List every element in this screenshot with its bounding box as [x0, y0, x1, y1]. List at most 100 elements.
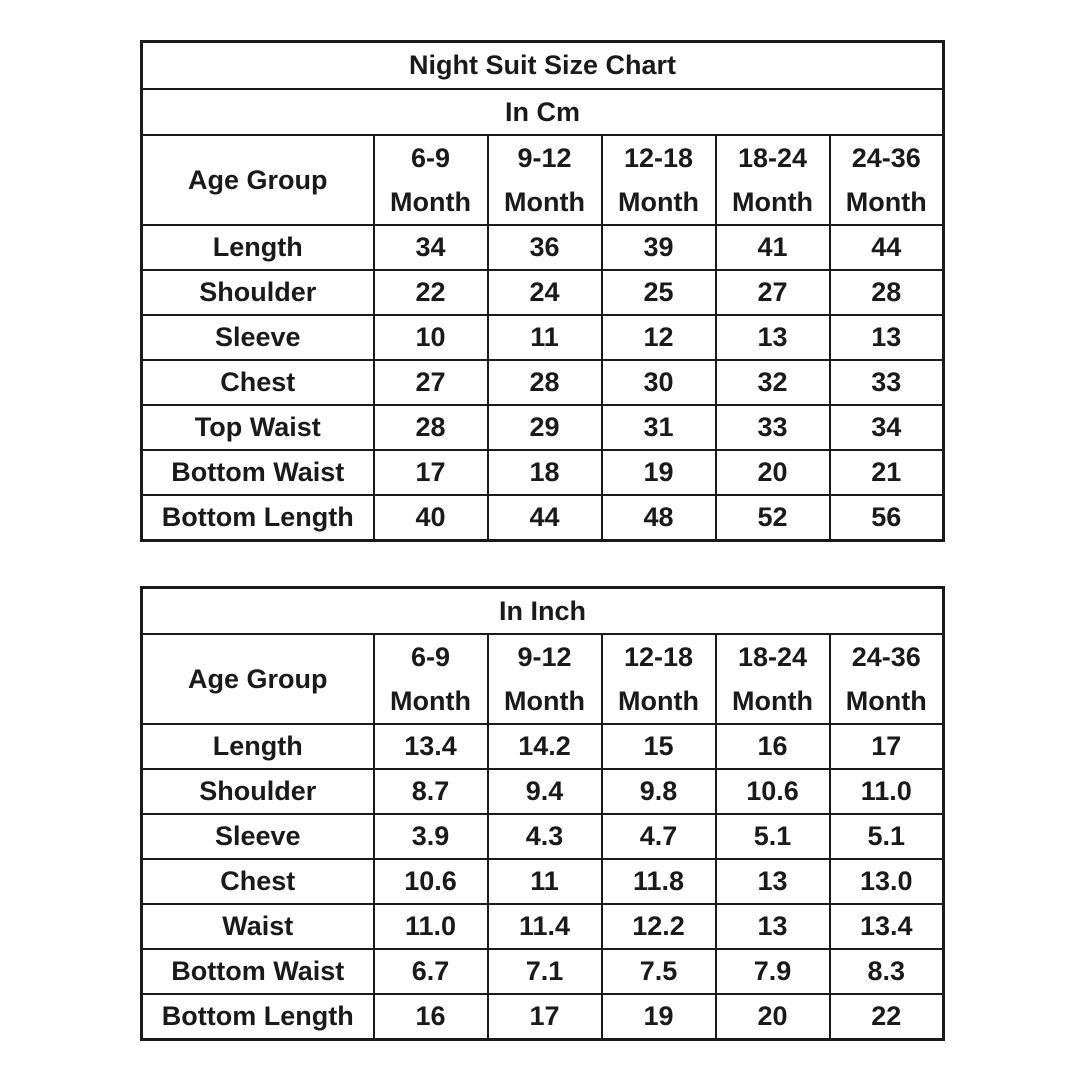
column-header: 9-12 Month: [486, 633, 603, 725]
age-range: 18-24: [737, 143, 808, 173]
table-row: Length 13.4 14.2 15 16 17: [140, 723, 945, 770]
column-header: 9-12 Month: [486, 134, 603, 226]
table-cell: 32: [714, 359, 831, 406]
table-cell: 4.3: [486, 813, 603, 860]
table-row: Bottom Waist 17 18 19 20 21: [140, 449, 945, 496]
table-cell: 52: [714, 494, 831, 542]
table-cell: 15: [600, 723, 717, 770]
table-cell: 13.4: [372, 723, 489, 770]
table-cell: 33: [714, 404, 831, 451]
table-cell: 56: [828, 494, 945, 542]
table-row: Waist 11.0 11.4 12.2 13 13.4: [140, 903, 945, 950]
table-cell: 17: [486, 993, 603, 1041]
table-row: Sleeve 10 11 12 13 13: [140, 314, 945, 361]
table-cell: 27: [714, 269, 831, 316]
table-cell: 12.2: [600, 903, 717, 950]
table-cell: 10.6: [714, 768, 831, 815]
age-range: 12-18: [623, 642, 694, 672]
table-cell: 19: [600, 993, 717, 1041]
table-cell: 17: [372, 449, 489, 496]
table-cell: 36: [486, 224, 603, 271]
table-cell: 44: [828, 224, 945, 271]
age-range: 24-36: [851, 642, 921, 672]
table-cell: 13.0: [828, 858, 945, 905]
age-unit: Month: [504, 686, 585, 716]
age-range: 24-36: [851, 143, 921, 173]
row-label: Waist: [140, 903, 375, 950]
row-label: Shoulder: [140, 269, 375, 316]
table-cell: 29: [486, 404, 603, 451]
table-cell: 20: [714, 449, 831, 496]
column-header: 6-9 Month: [372, 134, 489, 226]
row-label: Shoulder: [140, 768, 375, 815]
table-cell: 10.6: [372, 858, 489, 905]
table-cell: 13: [714, 858, 831, 905]
table-cell: 7.1: [486, 948, 603, 995]
column-header: 6-9 Month: [372, 633, 489, 725]
table-cell: 27: [372, 359, 489, 406]
table-cell: 11.8: [600, 858, 717, 905]
table-cell: 31: [600, 404, 717, 451]
age-unit: Month: [390, 187, 471, 217]
table-cell: 40: [372, 494, 489, 542]
table-cell: 11.4: [486, 903, 603, 950]
column-header: 12-18 Month: [600, 134, 717, 226]
table-row: Sleeve 3.9 4.3 4.7 5.1 5.1: [140, 813, 945, 860]
age-unit: Month: [732, 187, 813, 217]
row-label: Chest: [140, 858, 375, 905]
age-unit: Month: [732, 686, 813, 716]
table-cell: 13: [714, 903, 831, 950]
table-cell: 3.9: [372, 813, 489, 860]
age-range: 9-12: [517, 143, 572, 173]
table-cell: 8.3: [828, 948, 945, 995]
age-unit: Month: [618, 686, 699, 716]
table-header-row: Age Group 6-9 Month 9-12 Month 12-18 Month …: [140, 633, 945, 725]
table-cell: 28: [486, 359, 603, 406]
row-label: Bottom Length: [140, 494, 375, 542]
table-header-row: Age Group 6-9 Month 9-12 Month 12-18 Month …: [140, 134, 945, 226]
table-cell: 5.1: [828, 813, 945, 860]
table-cell: 16: [714, 723, 831, 770]
unit-label-cm: In Cm: [140, 88, 945, 136]
table-row: Shoulder 8.7 9.4 9.8 10.6 11.0: [140, 768, 945, 815]
table-cell: 20: [714, 993, 831, 1041]
table-cell: 34: [372, 224, 489, 271]
table-cell: 16: [372, 993, 489, 1041]
table-cell: 39: [600, 224, 717, 271]
table-cell: 24: [486, 269, 603, 316]
column-header: 24-36 Month: [828, 633, 945, 725]
table-cell: 9.8: [600, 768, 717, 815]
table-cell: 18: [486, 449, 603, 496]
column-header: 12-18 Month: [600, 633, 717, 725]
table-cell: 34: [828, 404, 945, 451]
row-label: Length: [140, 224, 375, 271]
table-row: Chest 27 28 30 32 33: [140, 359, 945, 406]
age-range: 6-9: [410, 642, 451, 672]
age-unit: Month: [618, 187, 699, 217]
row-label: Chest: [140, 359, 375, 406]
table-cell: 17: [828, 723, 945, 770]
row-label: Top Waist: [140, 404, 375, 451]
table-cell: 14.2: [486, 723, 603, 770]
row-label: Sleeve: [140, 314, 375, 361]
age-range: 9-12: [517, 642, 572, 672]
row-label: Sleeve: [140, 813, 375, 860]
age-unit: Month: [504, 187, 585, 217]
row-label: Length: [140, 723, 375, 770]
table-cell: 5.1: [714, 813, 831, 860]
table-cell: 11: [486, 314, 603, 361]
age-range: 12-18: [623, 143, 694, 173]
table-cell: 30: [600, 359, 717, 406]
row-label: Bottom Waist: [140, 948, 375, 995]
age-unit: Month: [845, 686, 927, 716]
table-row: Shoulder 22 24 25 27 28: [140, 269, 945, 316]
table-row: Length 34 36 39 41 44: [140, 224, 945, 271]
chart-title: Night Suit Size Chart: [140, 40, 945, 90]
table-cell: 33: [828, 359, 945, 406]
table-cell: 22: [828, 993, 945, 1041]
table-cell: 6.7: [372, 948, 489, 995]
row-label: Bottom Length: [140, 993, 375, 1041]
table-cell: 41: [714, 224, 831, 271]
table-cell: 7.5: [600, 948, 717, 995]
table-cell: 12: [600, 314, 717, 361]
